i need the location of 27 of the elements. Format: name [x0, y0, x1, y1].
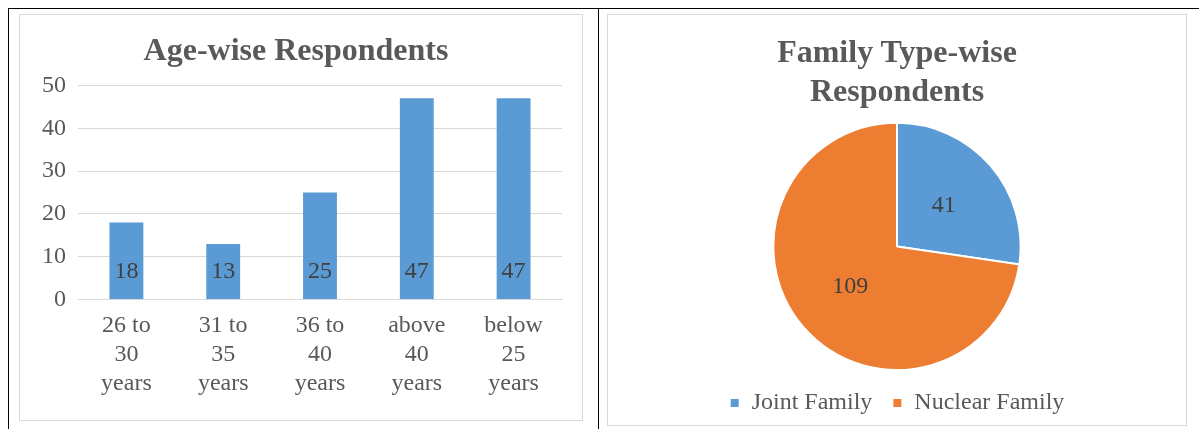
y-tick-label: 40 — [42, 113, 66, 140]
data-label: 109 — [832, 272, 869, 299]
bar — [399, 98, 434, 300]
data-label: 13 — [211, 257, 236, 284]
legend-label: Nuclear Family — [914, 388, 1065, 415]
chart-title: Family Type-wise Respondents — [777, 33, 1017, 108]
x-tick-label: above 40 years — [388, 311, 446, 395]
bar — [206, 243, 241, 300]
data-label: 25 — [308, 257, 332, 284]
x-tick-label: below 25 years — [484, 311, 544, 395]
data-label: 47 — [501, 257, 526, 284]
y-tick-label: 10 — [42, 242, 66, 269]
bar — [303, 192, 337, 300]
data-label: 18 — [114, 257, 139, 284]
chart-title: Age-wise Respondents — [143, 31, 449, 68]
y-tick-label: 20 — [42, 199, 66, 226]
legend-label: Joint Family — [751, 388, 873, 415]
y-tick-label: 0 — [54, 284, 66, 311]
x-tick-label: 36 to 40 years — [294, 311, 346, 395]
x-tick-label: 31 to 35 years — [197, 311, 249, 395]
data-label: 41 — [931, 191, 956, 218]
y-tick-label: 30 — [42, 156, 66, 183]
data-label: 47 — [404, 257, 429, 284]
bar — [496, 98, 531, 300]
y-tick-label: 50 — [42, 70, 66, 97]
x-tick-label: 26 to 30 years — [101, 311, 152, 395]
bar — [109, 222, 144, 300]
